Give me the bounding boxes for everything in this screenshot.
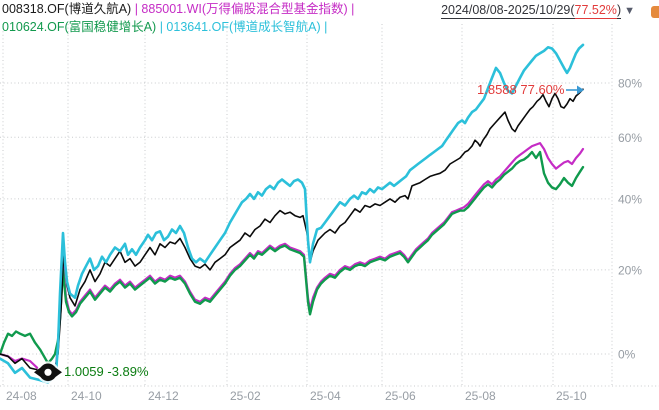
- y-tick-label: 40%: [618, 192, 642, 206]
- date-range-selector[interactable]: 2024/08/08-2025/10/29(77.52%) ▼: [441, 3, 635, 19]
- start-value-text: 1.0059 -3.89%: [64, 364, 149, 379]
- legend-separator: |: [156, 20, 167, 34]
- legend-item[interactable]: 013641.OF(博道成长智航A): [166, 20, 321, 34]
- end-value-text: 1.8588 77.60%: [477, 82, 565, 97]
- marker-ring-icon[interactable]: [39, 363, 57, 382]
- y-tick-label: 60%: [618, 131, 642, 145]
- legend-item[interactable]: 010624.OF(富国稳健增长A): [2, 20, 157, 34]
- y-tick-label: 0%: [618, 348, 636, 362]
- date-range-close-paren[interactable]: ): [616, 3, 622, 19]
- x-tick-label: 25-02: [230, 389, 261, 403]
- legend-separator: |: [347, 2, 355, 16]
- x-tick-label: 24-12: [148, 389, 179, 403]
- end-annotation-arrow-icon: [566, 85, 584, 95]
- gridlines: [0, 24, 659, 387]
- range-return-value[interactable]: 77.52%: [574, 3, 617, 19]
- clipped-edge-icon: [651, 6, 659, 18]
- start-marker-handle[interactable]: [34, 361, 62, 384]
- series-line-008318.OF[interactable]: [0, 88, 584, 374]
- series-line-885001.WI[interactable]: [0, 142, 585, 374]
- x-tick-label: 25-08: [465, 389, 496, 403]
- y-tick-label: 80%: [618, 77, 642, 91]
- legend-item[interactable]: 008318.OF(博道久航A): [2, 2, 132, 16]
- chevron-down-icon[interactable]: ▼: [624, 5, 635, 17]
- x-tick-label: 25-10: [556, 389, 587, 403]
- legend-separator: |: [131, 2, 142, 16]
- legend-row-2: 010624.OF(富国稳健增长A) | 013641.OF(博道成长智航A) …: [2, 18, 354, 36]
- x-tick-label: 25-04: [310, 389, 341, 403]
- date-range-text[interactable]: 2024/08/08-2025/10/29(: [441, 3, 575, 19]
- legend-separator: |: [320, 20, 328, 34]
- x-tick-label: 25-06: [385, 389, 416, 403]
- x-tick-label: 24-10: [71, 389, 102, 403]
- series-line-013641.OF[interactable]: [0, 43, 585, 384]
- y-tick-label: 20%: [618, 263, 642, 277]
- legend-row-1: 008318.OF(博道久航A) | 885001.WI(万得偏股混合型基金指数…: [2, 0, 354, 18]
- series-line-010624.OF[interactable]: [0, 150, 585, 365]
- end-value-annotation: 1.8588 77.60%: [477, 82, 564, 97]
- start-value-annotation: 1.0059 -3.89%: [64, 364, 149, 379]
- series-lines: [0, 43, 585, 384]
- legend: 008318.OF(博道久航A) | 885001.WI(万得偏股混合型基金指数…: [2, 0, 354, 36]
- legend-item[interactable]: 885001.WI(万得偏股混合型基金指数): [141, 2, 348, 16]
- x-tick-label: 24-08: [6, 389, 37, 403]
